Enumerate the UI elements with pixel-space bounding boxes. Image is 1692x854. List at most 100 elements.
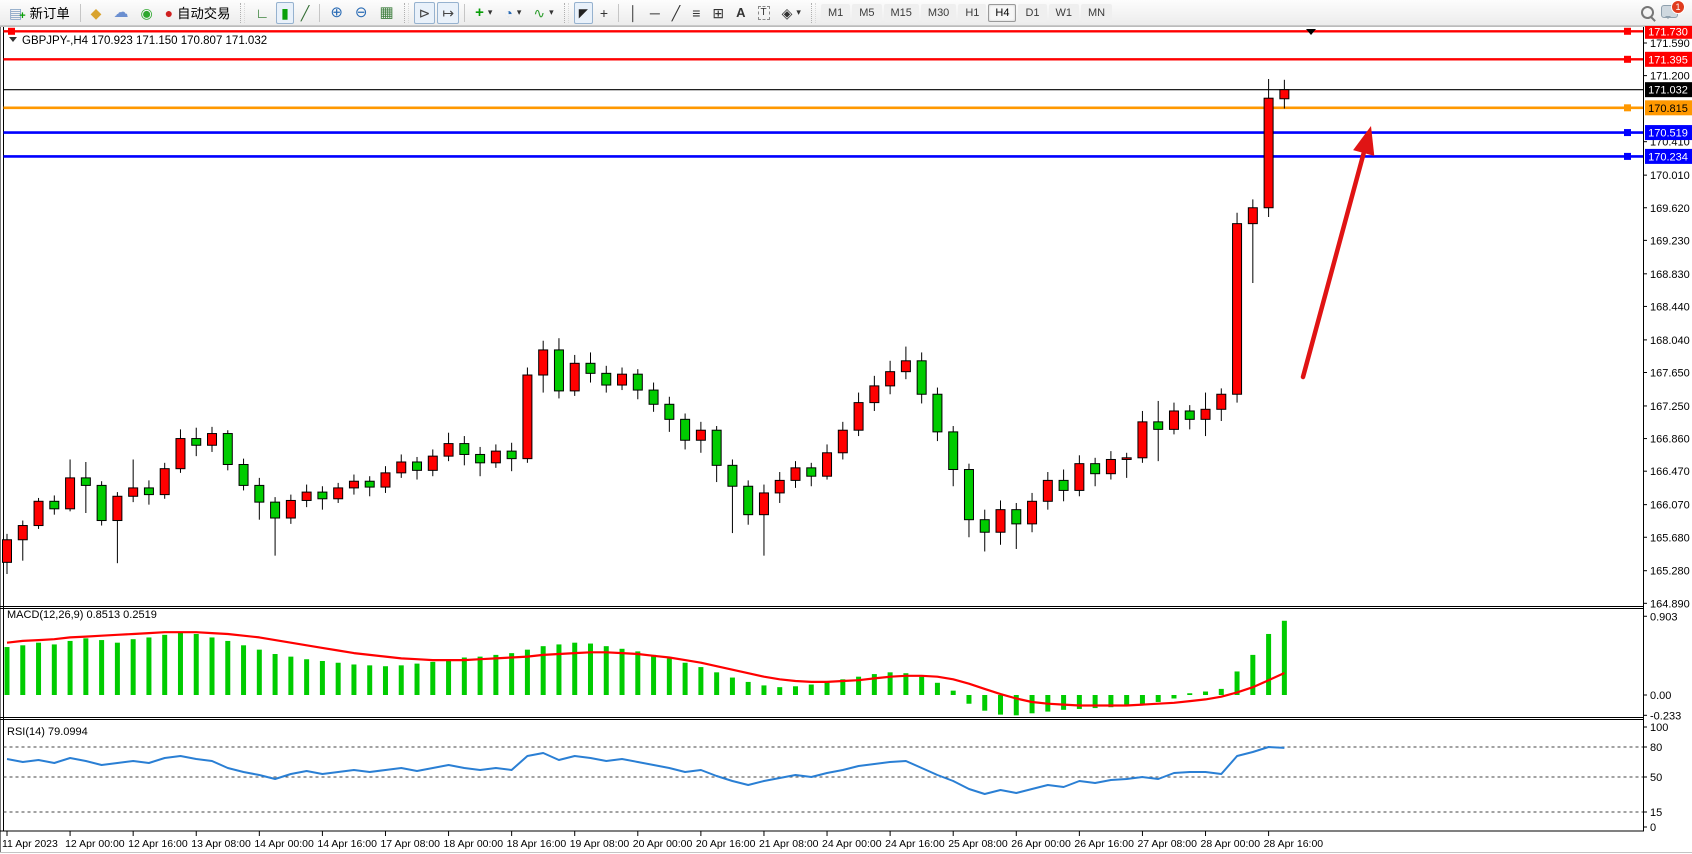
macd-bar	[36, 642, 42, 695]
search-button[interactable]	[1636, 2, 1659, 24]
vertical-line-button[interactable]: │	[624, 2, 643, 24]
tile-windows-icon: ▦	[379, 4, 394, 21]
macd-bar	[177, 632, 183, 695]
text-label-button[interactable]: T	[753, 2, 775, 24]
arrow-head[interactable]	[1353, 126, 1375, 156]
candlesticks	[2, 78, 1290, 575]
new-order-button[interactable]: ▤ + 新订单	[4, 2, 75, 24]
fibonacci-icon: ≡	[692, 4, 701, 21]
symbol-dropdown-icon[interactable]	[9, 37, 17, 42]
timeframe-button-m30[interactable]: M30	[920, 3, 957, 22]
candle-body	[459, 443, 470, 455]
macd-title: MACD(12,26,9) 0.8513 0.2519	[7, 609, 157, 621]
price-badge	[1645, 51, 1692, 67]
zoom-in-button[interactable]: ⊕	[325, 2, 348, 24]
macd-bar	[793, 686, 798, 695]
bar-chart-button[interactable]: ∟	[250, 2, 274, 24]
price-badge-label: 171.032	[1648, 85, 1688, 97]
line-handle[interactable]	[8, 27, 15, 35]
autotrade-button[interactable]: ● 自动交易	[160, 2, 236, 24]
timeframe-button-mn[interactable]: MN	[1081, 3, 1113, 22]
text-icon: A	[736, 5, 746, 20]
auto-scroll-button[interactable]: ↦	[437, 1, 460, 24]
price-tick-label: 166.070	[1650, 500, 1690, 512]
candle-body	[17, 525, 28, 541]
chart-shift-button[interactable]: ⊳	[413, 1, 436, 24]
trend-arrow[interactable]	[1300, 126, 1375, 380]
macd-bar	[51, 644, 57, 695]
price-tick-label: 165.680	[1650, 532, 1690, 544]
line-chart-button[interactable]: ╱	[296, 2, 314, 24]
macd-bar	[1092, 695, 1098, 709]
zoom-out-button[interactable]: ⊖	[350, 2, 373, 24]
crosshair-icon: +	[599, 4, 609, 21]
arrows-button[interactable]: ◈ ▾	[777, 2, 806, 24]
trendline-button[interactable]: ╱	[667, 2, 685, 24]
tile-windows-button[interactable]: ▦	[374, 2, 398, 24]
timeframe-button-d1[interactable]: D1	[1018, 3, 1047, 22]
macd-bar	[635, 651, 641, 695]
line-handle[interactable]	[1624, 152, 1631, 160]
candle-body	[238, 463, 249, 486]
grid-button[interactable]: ⊞	[707, 2, 729, 24]
timeframe-button-m1[interactable]: M1	[820, 3, 851, 22]
timeframe-button-h1[interactable]: H1	[958, 3, 987, 22]
macd-bar	[761, 685, 767, 695]
timeframe-button-h4[interactable]: H4	[988, 3, 1017, 22]
line-handle[interactable]	[1624, 27, 1631, 35]
arrows-icon: ◈	[781, 4, 793, 21]
templates-button[interactable]: ∿ ▾	[528, 2, 558, 24]
candle-body	[853, 402, 864, 431]
candle-body	[270, 501, 281, 519]
macd-bar	[130, 639, 136, 695]
macd-bar	[83, 638, 89, 695]
macd-bar	[367, 665, 373, 695]
macd-bar	[241, 645, 247, 695]
community-button[interactable]: ☁	[108, 2, 133, 24]
arrow-shaft[interactable]	[1300, 149, 1367, 380]
periods-button[interactable]: ◔ ▾	[499, 2, 526, 24]
macd-bar	[1234, 671, 1240, 695]
macd-bar	[651, 654, 657, 695]
indicators-button[interactable]: + ▾	[470, 2, 497, 24]
history-center-button[interactable]: ◆	[86, 2, 107, 24]
macd-bar	[966, 695, 972, 704]
candlestick-icon: ▮	[281, 4, 289, 21]
candle-body	[695, 429, 706, 441]
cursor-button[interactable]: ◤	[573, 1, 593, 24]
candle-body	[1168, 410, 1179, 430]
macd-bar	[934, 682, 940, 695]
line-chart-icon: ╱	[300, 4, 310, 21]
crosshair-button[interactable]: +	[595, 2, 613, 24]
text-button[interactable]: A	[731, 2, 750, 24]
chart-header: GBPJPY-,H4 170.923 171.150 170.807 171.0…	[9, 29, 1316, 47]
macd-bar	[4, 647, 10, 695]
timeframe-button-m5[interactable]: M5	[852, 3, 882, 22]
timeframe-button-m15[interactable]: M15	[883, 3, 919, 22]
line-handle[interactable]	[1624, 129, 1631, 137]
line-handle[interactable]	[1624, 104, 1631, 112]
candle-body	[1137, 421, 1148, 459]
notification-badge: 1	[1671, 0, 1685, 14]
macd-axis-label: 0.00	[1650, 690, 1671, 702]
line-handle[interactable]	[1624, 55, 1631, 63]
macd-bar	[1124, 695, 1130, 707]
timeframe-bar: M1 M5 M15 M30 H1 H4 D1 W1 MN	[820, 3, 1113, 22]
candle-body	[1011, 509, 1022, 525]
time-label: 12 Apr 16:00	[128, 838, 188, 850]
price-tick-label: 169.620	[1650, 203, 1690, 215]
candle-body	[143, 487, 154, 496]
timeframe-button-w1[interactable]: W1	[1048, 3, 1079, 22]
price-badge-label: 170.815	[1648, 103, 1688, 115]
candlestick-chart-button[interactable]: ▮	[276, 1, 294, 24]
candle-body	[333, 487, 344, 500]
macd-bar	[477, 656, 483, 695]
macd-bar	[398, 665, 404, 695]
chart-area[interactable]: 171.590171.200170.410170.010169.620169.2…	[0, 23, 1692, 854]
horizontal-line-button[interactable]: ─	[645, 2, 665, 24]
template-icon: ∿	[533, 4, 546, 21]
notifications-button[interactable]: 1	[1661, 0, 1685, 21]
candle-body	[317, 491, 328, 500]
fibonacci-button[interactable]: ≡	[687, 2, 705, 24]
signals-button[interactable]: ◉	[135, 2, 157, 24]
